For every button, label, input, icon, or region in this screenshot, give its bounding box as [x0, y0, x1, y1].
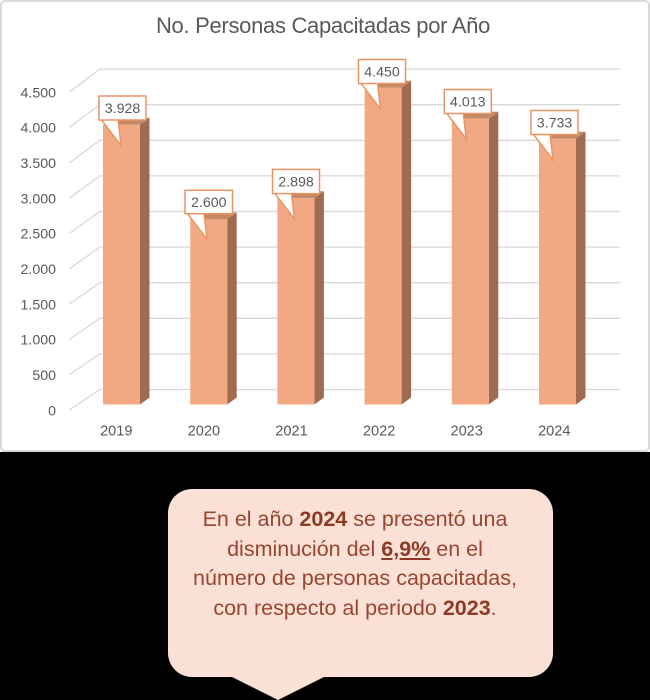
svg-text:2019: 2019: [100, 424, 132, 440]
svg-text:2024: 2024: [538, 424, 570, 440]
svg-text:3.928: 3.928: [105, 101, 141, 117]
svg-text:1.000: 1.000: [20, 333, 56, 349]
svg-text:3.500: 3.500: [20, 156, 56, 172]
svg-text:2.600: 2.600: [191, 195, 227, 211]
svg-text:4.500: 4.500: [20, 85, 56, 101]
svg-text:3.733: 3.733: [537, 116, 573, 132]
svg-text:3.000: 3.000: [20, 191, 56, 207]
svg-text:2.898: 2.898: [278, 175, 314, 191]
svg-text:0: 0: [48, 403, 56, 419]
svg-text:2.000: 2.000: [20, 262, 56, 278]
svg-text:4.450: 4.450: [364, 65, 400, 81]
svg-text:2020: 2020: [188, 424, 220, 440]
svg-text:4.013: 4.013: [450, 95, 486, 111]
svg-text:4.000: 4.000: [20, 121, 56, 137]
svg-text:2.500: 2.500: [20, 227, 56, 243]
svg-text:500: 500: [32, 368, 56, 384]
svg-text:2022: 2022: [363, 424, 395, 440]
svg-text:2021: 2021: [275, 424, 307, 440]
svg-text:1.500: 1.500: [20, 297, 56, 313]
svg-text:2023: 2023: [450, 424, 482, 440]
